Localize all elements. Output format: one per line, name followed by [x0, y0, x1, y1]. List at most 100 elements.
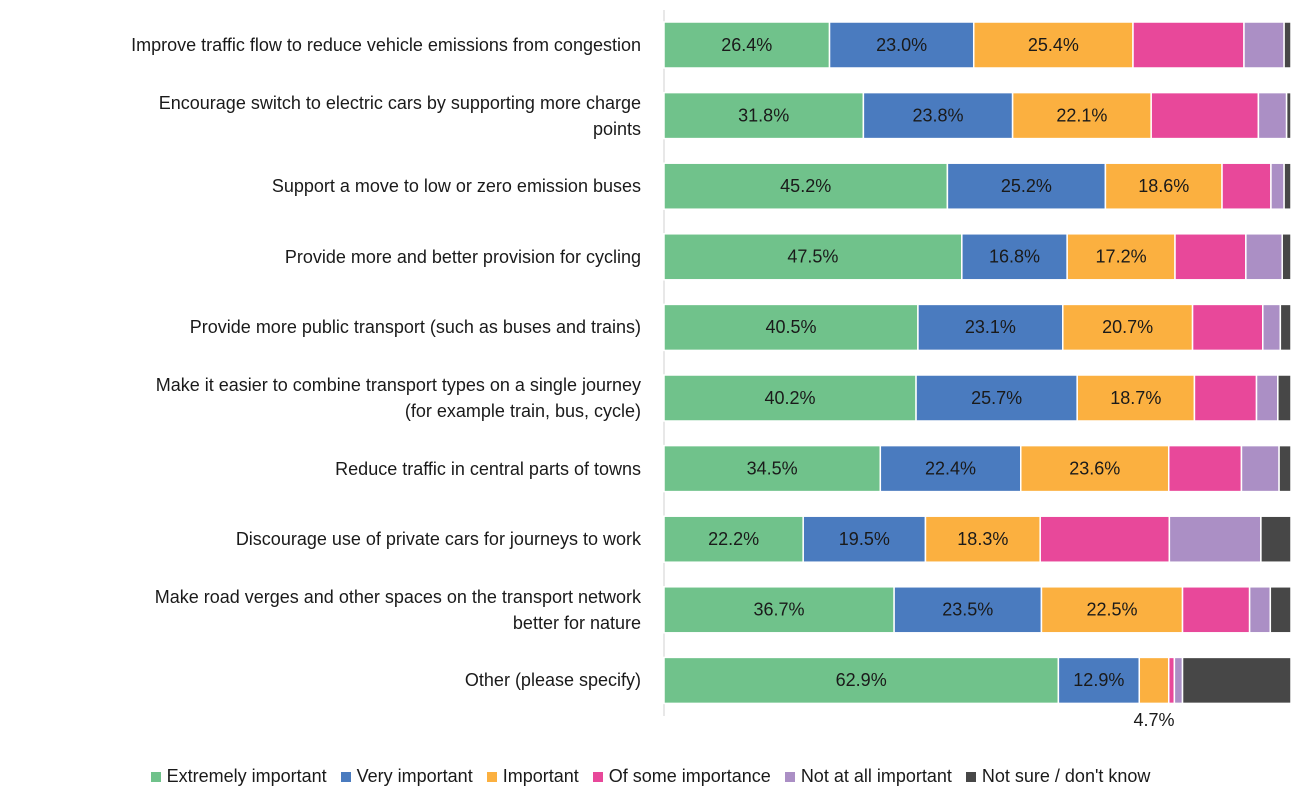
- legend-label: Extremely important: [166, 766, 327, 786]
- value-label: 26.4%: [721, 35, 772, 55]
- bar-segment: [1138, 656, 1170, 705]
- bar-segment: [802, 515, 927, 563]
- bar-segment: [663, 515, 804, 563]
- bar-segment: [663, 233, 963, 281]
- bar-segment: [663, 162, 949, 210]
- category-label: Reduce traffic in central parts of towns: [335, 458, 641, 479]
- category-label: Provide more and better provision for cy…: [284, 246, 641, 267]
- bar-segment: [1283, 162, 1292, 210]
- bar-segment: [663, 91, 865, 140]
- bar-segment: [1221, 162, 1272, 210]
- bar-segment: [663, 303, 919, 352]
- bar-segment: [1066, 233, 1176, 281]
- bar-segment: [1181, 656, 1292, 705]
- bar-segment: [1057, 656, 1141, 705]
- value-label: 23.8%: [912, 105, 963, 125]
- bar-segment: [1173, 656, 1184, 705]
- bar-segment: [1062, 303, 1194, 352]
- value-label: 31.8%: [738, 105, 789, 125]
- legend: Extremely important Very important Importa…: [0, 766, 1301, 787]
- legend-swatch: [965, 771, 976, 782]
- bar-segment: [1257, 91, 1288, 140]
- bar-segment: [1076, 374, 1196, 422]
- value-label: 23.0%: [876, 35, 927, 55]
- value-label: 17.2%: [1096, 247, 1147, 267]
- bar-segment: [1039, 515, 1171, 563]
- legend-swatch: [592, 771, 603, 782]
- legend-label: Important: [502, 766, 579, 786]
- bar-segment: [663, 656, 1060, 705]
- legend-label: Very important: [356, 766, 473, 786]
- legend-swatch: [784, 771, 795, 782]
- value-label: 22.2%: [708, 529, 759, 549]
- category-label: Support a move to low or zero emission b…: [271, 176, 641, 197]
- bar-segment: [946, 162, 1107, 210]
- category-label: Make it easier to combine transport type…: [155, 375, 641, 421]
- value-label: 22.5%: [1086, 600, 1137, 620]
- legend-item: Important: [486, 766, 579, 787]
- value-label: 20.7%: [1102, 317, 1153, 337]
- value-label: 4.7%: [1133, 710, 1174, 730]
- legend-item: Extremely important: [150, 766, 327, 787]
- value-label: 34.5%: [747, 458, 798, 478]
- bar-segment: [1260, 515, 1292, 563]
- bar-segment: [1269, 586, 1292, 634]
- bar-segment: [1262, 303, 1282, 352]
- value-label: 25.2%: [1001, 176, 1052, 196]
- bar-segment: [828, 21, 975, 69]
- bar-segment: [1167, 444, 1243, 493]
- value-label: 25.7%: [971, 388, 1022, 408]
- bar-segment: [961, 233, 1068, 281]
- bar-segment: [1240, 444, 1280, 493]
- value-label: 18.3%: [957, 529, 1008, 549]
- value-label: 25.4%: [1028, 35, 1079, 55]
- value-label: 16.8%: [989, 247, 1040, 267]
- value-label: 23.1%: [965, 317, 1016, 337]
- bar-segment: [1150, 91, 1260, 140]
- legend-label: Of some importance: [608, 766, 771, 786]
- legend-label: Not sure / don't know: [981, 766, 1151, 786]
- value-label: 45.2%: [780, 176, 831, 196]
- value-label: 22.1%: [1056, 105, 1107, 125]
- category-label: Discourage use of private cars for journ…: [235, 529, 641, 550]
- value-label: 40.2%: [765, 388, 816, 408]
- bar-segment: [1278, 444, 1292, 493]
- category-label: Encourage switch to electric cars by sup…: [158, 92, 641, 139]
- category-label: Other (please specify): [464, 670, 641, 691]
- bar-segment: [1243, 21, 1285, 69]
- bar-segment: [1277, 374, 1292, 422]
- legend-item: Very important: [340, 766, 473, 787]
- legend-swatch: [486, 771, 497, 782]
- bar-segment: [1285, 91, 1292, 140]
- bar-segment: [1270, 162, 1285, 210]
- bar-segment: [1191, 303, 1264, 352]
- bar-segment: [1245, 233, 1283, 281]
- value-label: 18.7%: [1110, 388, 1161, 408]
- bar-segment: [663, 586, 895, 634]
- value-label: 47.5%: [787, 247, 838, 267]
- value-label: 18.6%: [1138, 176, 1189, 196]
- bar-segment: [1104, 162, 1223, 210]
- value-label: 19.5%: [839, 529, 890, 549]
- bar-segment: [893, 586, 1043, 634]
- category-label: Provide more public transport (such as b…: [189, 317, 641, 338]
- bar-segment: [1248, 586, 1272, 634]
- legend-label: Not at all important: [800, 766, 952, 786]
- bar-segment: [1283, 21, 1292, 69]
- bar-segment: [1174, 233, 1247, 281]
- bar-segment: [1193, 374, 1258, 422]
- bar-segment: [1167, 656, 1176, 705]
- legend-swatch: [150, 771, 161, 782]
- bar-segment: [1279, 303, 1292, 352]
- bar-segment: [1168, 515, 1262, 563]
- value-label: 40.5%: [765, 317, 816, 337]
- bar-segment: [1040, 586, 1184, 634]
- value-label: 36.7%: [754, 600, 805, 620]
- legend-swatch: [340, 771, 351, 782]
- bar-segment: [1281, 233, 1292, 281]
- value-label: 62.9%: [836, 670, 887, 690]
- category-label: Make road verges and other spaces on the…: [154, 586, 641, 633]
- bar-segment: [1181, 586, 1251, 634]
